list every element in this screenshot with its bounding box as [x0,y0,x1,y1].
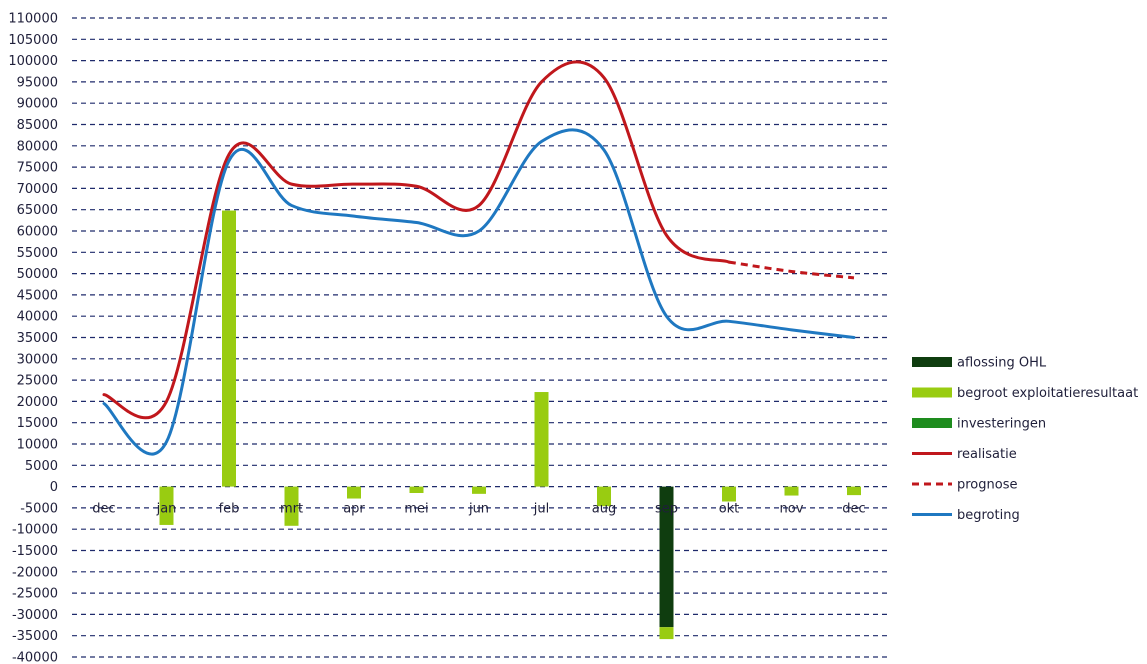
legend-label: aflossing OHL [957,356,1047,371]
series-line [102,128,856,456]
y-tick-label: 90000 [17,97,58,112]
y-tick-label: 10000 [17,438,58,453]
x-axis-ticks: dec jan feb mrt apr mei jun jul aug sep okt nov dec [92,502,865,517]
y-tick-label: 65000 [17,203,58,218]
series-line [102,60,731,420]
bar [222,210,236,487]
y-tick-label: -5000 [20,501,58,516]
y-tick-label: 50000 [17,267,58,282]
bars [159,210,861,640]
y-tick-label: 25000 [17,374,58,389]
y-tick-label: 80000 [17,139,58,154]
bar [784,486,799,496]
legend-label: investeringen [957,417,1046,432]
lines [102,60,856,456]
x-tick-label: apr [343,502,365,517]
legend-swatch [912,418,952,428]
grid [72,17,890,658]
y-tick-label: 45000 [17,288,58,303]
legend-label: begroot exploitatieresultaat [957,386,1138,401]
bar [722,486,736,502]
y-tick-label: 60000 [17,225,58,240]
x-tick-label: nov [780,502,804,517]
bar [597,486,611,507]
y-tick-label: -20000 [12,565,58,580]
x-tick-label: okt [719,502,740,517]
y-tick-label: 0 [50,480,58,495]
y-tick-label: 110000 [8,12,58,27]
bar [659,627,674,640]
x-tick-label: mrt [280,502,303,517]
y-tick-label: -35000 [12,629,58,644]
y-tick-label: -25000 [12,587,58,602]
series-line [728,260,855,280]
legend-label: prognose [957,478,1017,493]
x-tick-label: dec [842,502,865,517]
y-axis-ticks: -40000 -35000 -30000 -25000 -20000 -15000 -100… [8,12,58,664]
y-tick-label: 95000 [17,75,58,90]
bar [347,486,361,499]
y-tick-label: -30000 [12,608,58,623]
x-tick-label: jan [156,502,177,517]
y-tick-label: 85000 [17,118,58,133]
x-tick-label: jul [533,502,549,517]
x-tick-label: aug [592,502,616,517]
y-tick-label: 30000 [17,352,58,367]
y-tick-label: -40000 [12,651,58,664]
legend-label: begroting [957,508,1020,523]
bar [534,392,549,487]
y-tick-label: 40000 [17,310,58,325]
bar [847,486,861,496]
legend: aflossing OHL begroot exploitatieresultaa… [912,356,1138,523]
y-tick-label: 105000 [8,33,58,48]
y-tick-label: 5000 [25,459,58,474]
legend-swatch [912,387,952,398]
y-tick-label: 15000 [17,416,58,431]
x-tick-label: mei [404,502,428,517]
bar [409,486,424,493]
bar [284,486,299,526]
y-tick-label: 75000 [17,161,58,176]
y-tick-label: 55000 [17,246,58,261]
legend-label: realisatie [957,447,1017,462]
bar [472,486,486,494]
y-tick-label: 35000 [17,331,58,346]
legend-swatch [912,357,952,367]
y-tick-label: 100000 [8,54,58,69]
x-tick-label: feb [219,502,240,517]
y-tick-label: -15000 [12,544,58,559]
bar [159,486,174,525]
y-tick-label: 20000 [17,395,58,410]
x-tick-label: jun [468,502,489,517]
y-tick-label: 70000 [17,182,58,197]
bar [659,486,674,628]
y-tick-label: -10000 [12,523,58,538]
x-tick-label: dec [92,502,115,517]
x-tick-label: sep [655,502,678,517]
